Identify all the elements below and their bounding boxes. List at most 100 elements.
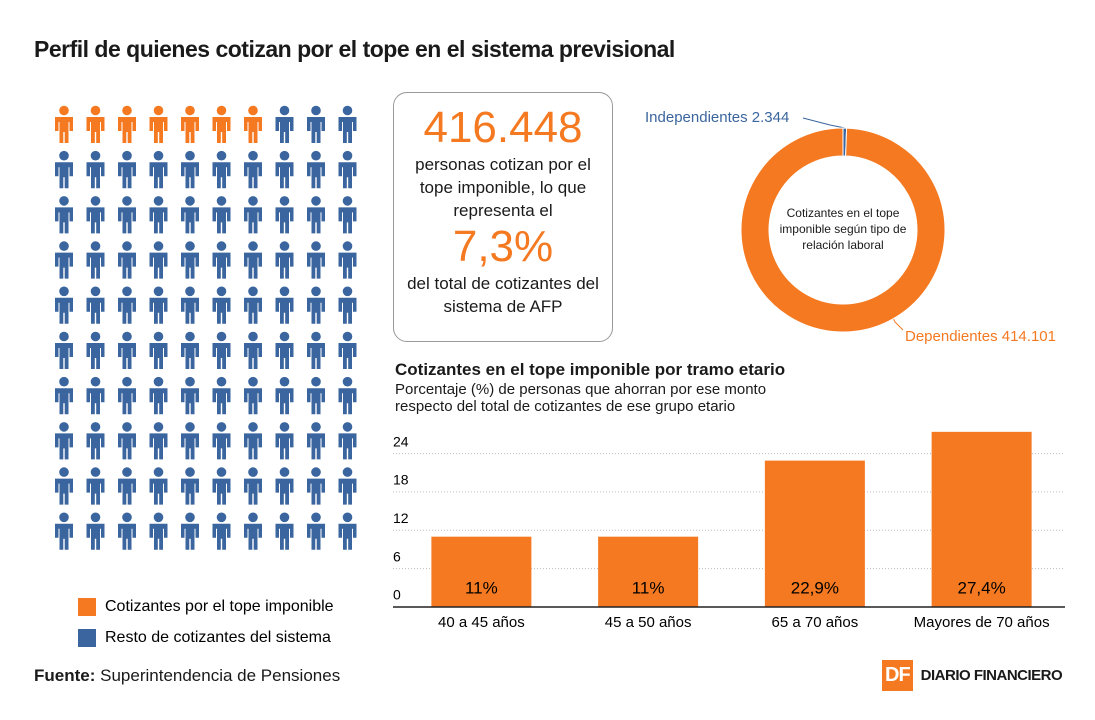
person-icon [149,150,168,189]
icon-body [118,478,136,505]
person-icon [86,196,105,234]
y-tick-label: 12 [393,510,409,526]
person-icon [118,331,136,369]
icon-body [307,523,325,550]
icon-head [279,286,290,297]
icon-head [185,286,195,297]
person-icon [275,331,294,369]
icon-body [338,388,357,415]
icon-head [279,467,290,477]
icon-head [153,331,164,342]
person-icon [86,286,105,324]
icon-head [90,467,101,477]
y-tick-label: 24 [393,433,409,449]
slice-label: Independientes 2.344 [645,109,789,126]
icon-head [59,512,69,523]
person-icon [181,196,199,234]
icon-body [181,523,199,550]
person-icon [244,105,262,143]
icon-head [153,241,164,251]
logo: DF DIARIO FINANCIERO [882,660,1063,691]
icon-body [55,343,73,369]
icon-body [86,343,105,369]
leader-line [802,117,846,129]
bar-subtitle: Porcentaje (%) de personas que ahorran p… [395,381,767,415]
icon-head [59,286,69,297]
person-icon [244,512,262,550]
person-icon [307,286,325,324]
icon-head [216,331,227,342]
x-tick-label: 45 a 50 años [605,614,692,631]
person-icon [118,241,136,279]
icon-body [244,343,262,369]
icon-head [122,286,132,297]
icon-head [216,512,227,523]
icon-head [216,422,227,432]
icon-head [90,331,101,342]
person-icon [181,105,199,143]
icon-body [307,343,325,369]
icon-body [149,162,168,189]
icon-body [307,388,325,415]
icon-body [181,162,199,189]
icon-body [55,433,73,460]
stat-text: del total de cotizantes del sistema de A… [407,274,599,316]
person-icon [338,422,357,460]
icon-body [55,162,73,189]
person-icon [338,196,357,234]
person-icon [244,241,262,279]
icon-head [216,150,227,161]
person-icon [338,512,357,550]
icon-body [55,297,73,324]
person-icon [338,105,357,143]
person-icon [307,512,325,550]
person-icon [181,467,199,505]
icon-head [153,150,164,161]
person-icon [55,150,73,189]
person-icon [149,422,168,460]
icon-body [307,433,325,460]
logo-name: DIARIO FINANCIERO [920,667,1063,684]
person-icon [118,512,136,550]
icon-head [342,241,353,251]
icon-body [244,162,262,189]
icon-head [248,331,258,342]
bar-title: Cotizantes en el tope imponible por tram… [395,360,786,379]
icon-body [338,343,357,369]
icon-body [275,297,294,324]
icon-body [212,433,231,460]
person-icon [55,512,73,550]
icon-body [55,252,73,279]
person-icon [275,376,294,415]
stat-text: personas cotizan por el tope imponible, … [415,155,591,220]
person-icon [212,241,231,279]
icon-head [311,467,321,477]
person-icon [181,512,199,550]
icon-head [216,467,227,477]
bar [431,536,532,607]
slice-category: Dependientes [905,328,998,345]
icon-head [122,241,132,251]
icon-head [279,150,290,161]
icon-head [153,105,164,116]
icon-head [279,512,290,523]
icon-head [279,196,290,206]
icon-head [342,331,353,342]
icon-body [244,117,262,143]
person-icon [212,150,231,189]
person-icon [307,467,325,505]
person-icon [55,241,73,279]
icon-head [59,241,69,251]
person-icon [244,422,262,460]
icon-body [244,252,262,279]
person-icon [244,331,262,369]
icon-body [338,252,357,279]
icon-body [149,343,168,369]
person-icon [275,467,294,505]
icon-body [149,252,168,279]
person-icon [181,241,199,279]
bar-value-label: 27,4% [958,578,1006,597]
icon-body [86,252,105,279]
person-icon [338,241,357,279]
person-icon [338,331,357,369]
